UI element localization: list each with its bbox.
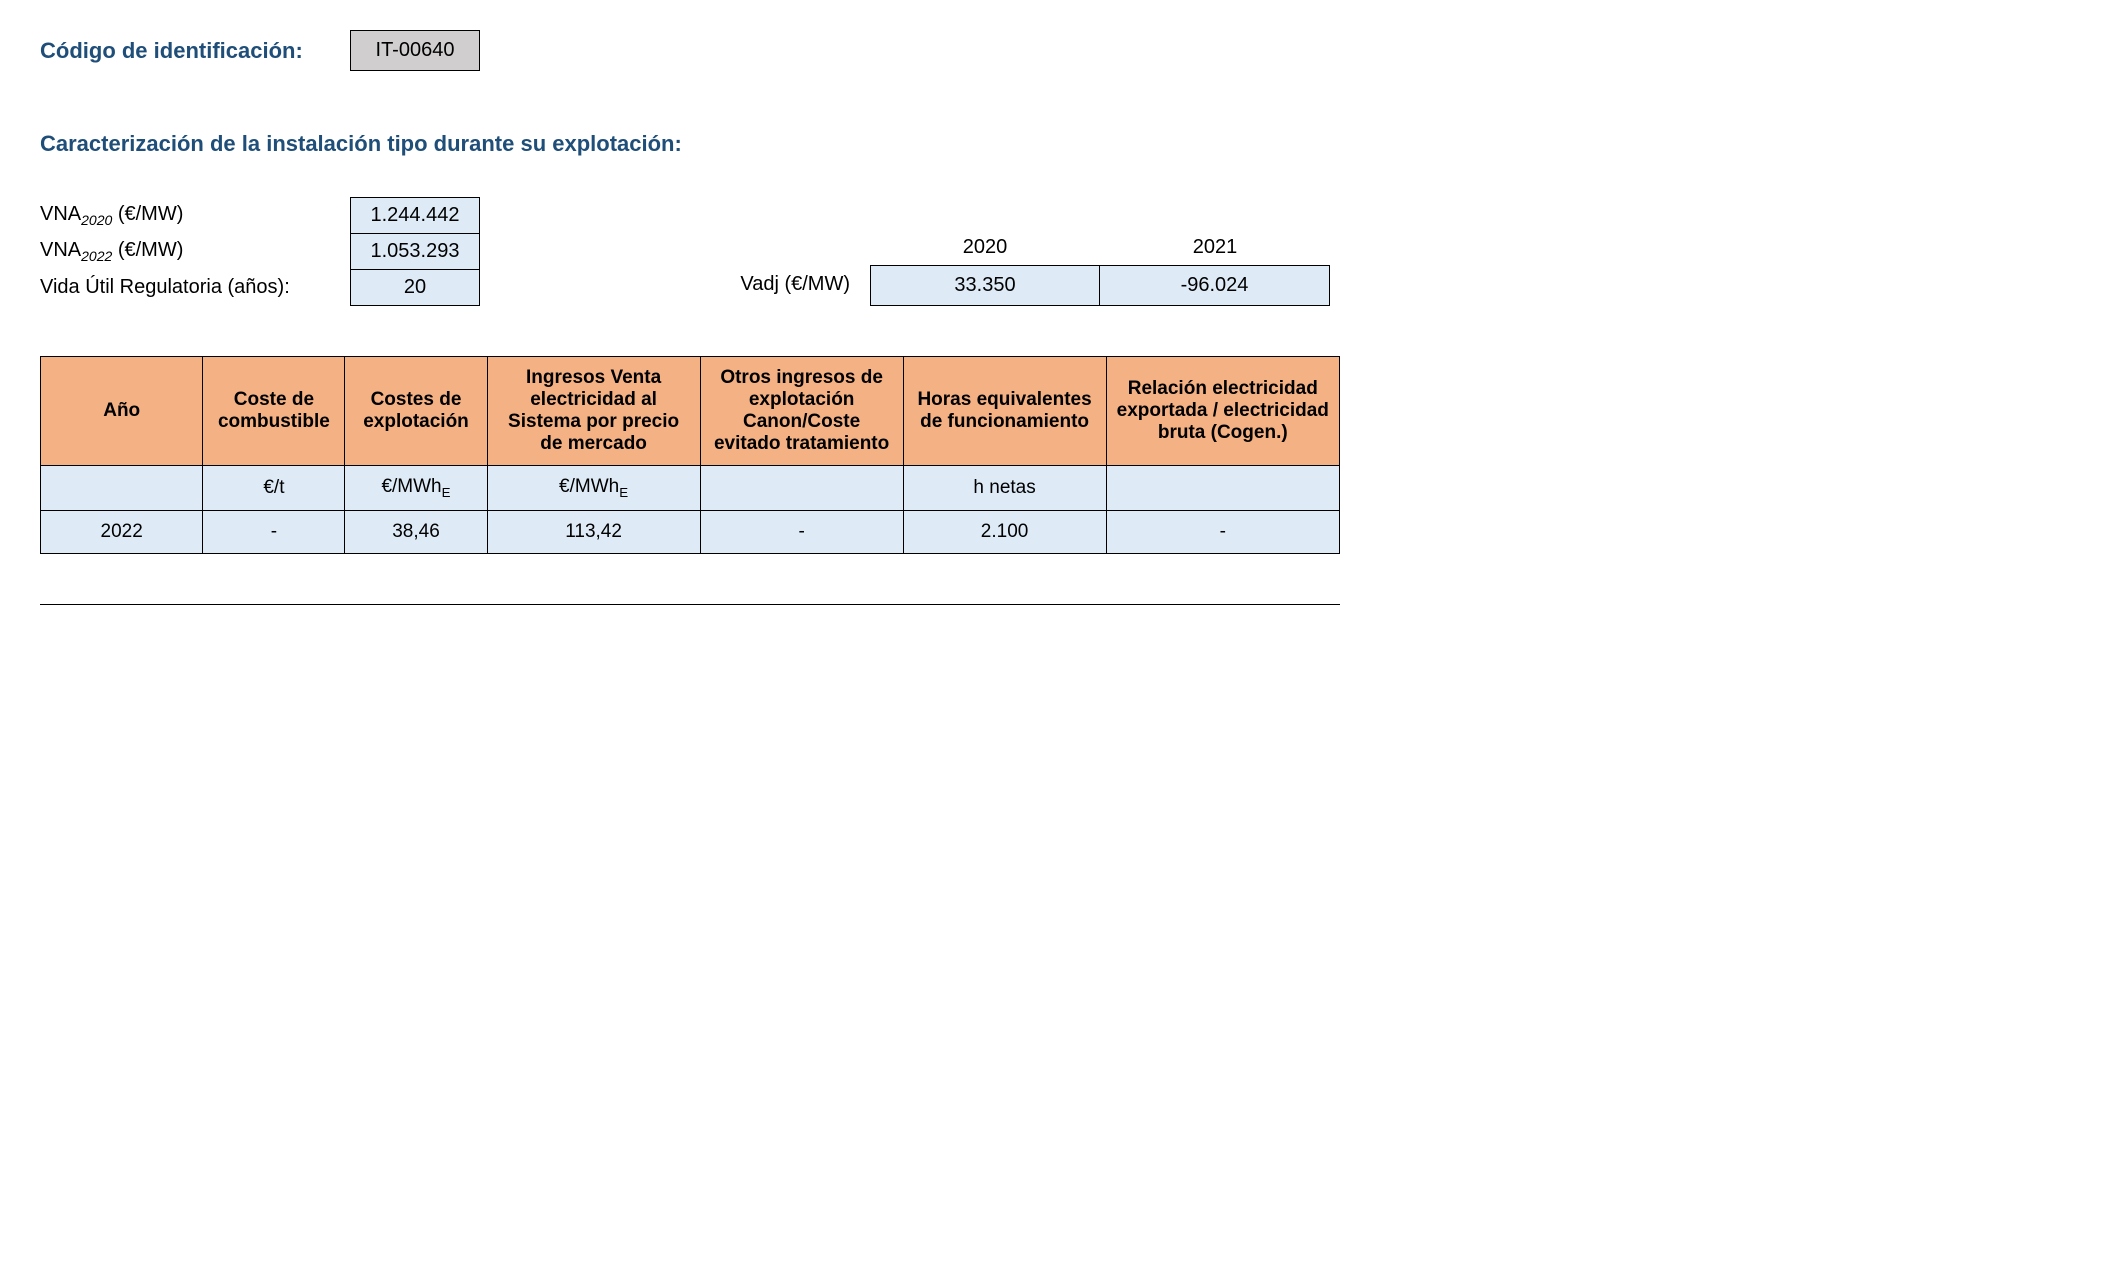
parameters-block: VNA2020 (€/MW) 1.244.442 VNA2022 (€/MW) … xyxy=(40,197,2086,306)
code-value: IT-00640 xyxy=(350,30,480,71)
data-cell-2: 38,46 xyxy=(345,510,487,553)
data-cell-5: 2.100 xyxy=(903,510,1106,553)
code-label: Código de identificación: xyxy=(40,38,350,64)
data-cell-1: - xyxy=(203,510,345,553)
vida-label: Vida Útil Regulatoria (años): xyxy=(40,276,350,299)
unit-cell-1: €/t xyxy=(203,466,345,511)
vadj-value-0: 33.350 xyxy=(870,265,1100,306)
data-cell-0: 2022 xyxy=(41,510,203,553)
vna2022-label: VNA2022 (€/MW) xyxy=(40,239,350,264)
col-header-4: Otros ingresos de explotación Canon/Cost… xyxy=(700,357,903,466)
vna2022-value: 1.053.293 xyxy=(350,233,480,269)
vadj-year-1: 2021 xyxy=(1100,230,1330,265)
table-row: 2022 - 38,46 113,42 - 2.100 - xyxy=(41,510,1340,553)
data-cell-6: - xyxy=(1106,510,1339,553)
unit-cell-6 xyxy=(1106,466,1339,511)
col-header-6: Relación electricidad exportada / electr… xyxy=(1106,357,1339,466)
vna2020-label: VNA2020 (€/MW) xyxy=(40,203,350,228)
vadj-year-0: 2020 xyxy=(870,230,1100,265)
vna2020-value: 1.244.442 xyxy=(350,197,480,233)
code-row: Código de identificación: IT-00640 xyxy=(40,30,2086,71)
table-header-row: Año Coste de combustible Costes de explo… xyxy=(41,357,1340,466)
data-cell-4: - xyxy=(700,510,903,553)
vadj-label: Vadj (€/MW) xyxy=(740,265,870,306)
unit-cell-3: €/MWhE xyxy=(487,466,700,511)
col-header-5: Horas equivalentes de funcionamiento xyxy=(903,357,1106,466)
divider xyxy=(40,604,1340,605)
vida-value: 20 xyxy=(350,269,480,306)
vadj-block: 2020 2021 Vadj (€/MW) 33.350 -96.024 xyxy=(740,230,1330,306)
data-cell-3: 113,42 xyxy=(487,510,700,553)
table-units-row: €/t €/MWhE €/MWhE h netas xyxy=(41,466,1340,511)
unit-cell-2: €/MWhE xyxy=(345,466,487,511)
col-header-0: Año xyxy=(41,357,203,466)
vadj-value-1: -96.024 xyxy=(1100,265,1330,306)
left-parameters: VNA2020 (€/MW) 1.244.442 VNA2022 (€/MW) … xyxy=(40,197,480,306)
unit-cell-0 xyxy=(41,466,203,511)
col-header-3: Ingresos Venta electricidad al Sistema p… xyxy=(487,357,700,466)
section-title: Caracterización de la instalación tipo d… xyxy=(40,131,2086,157)
main-table: Año Coste de combustible Costes de explo… xyxy=(40,356,1340,554)
col-header-1: Coste de combustible xyxy=(203,357,345,466)
unit-cell-4 xyxy=(700,466,903,511)
unit-cell-5: h netas xyxy=(903,466,1106,511)
col-header-2: Costes de explotación xyxy=(345,357,487,466)
